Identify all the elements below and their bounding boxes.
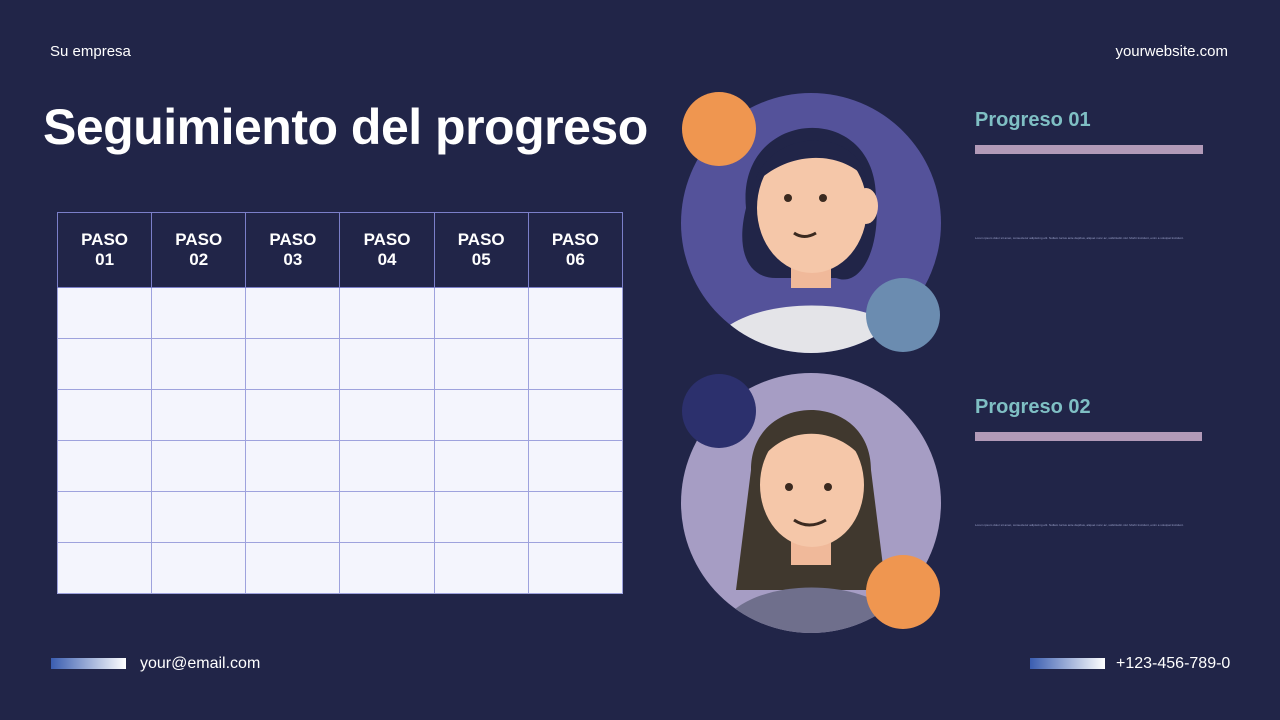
table-cell[interactable] [527,287,624,339]
table-cell[interactable] [151,542,247,594]
table-row [56,491,624,543]
table-row [56,542,624,594]
decor-circle [866,278,940,352]
progress-2-text: Lorem ipsum dolor sit amet, consectetur … [975,523,1184,527]
column-header-text: PASO [175,230,223,249]
table-cell[interactable] [245,542,341,594]
progress-table: PASO 01 PASO 02 PASO 03 PASO 04 PASO 05 PASO 06 [56,212,624,594]
column-header-text: PASO [457,230,505,249]
decor-circle [682,374,756,448]
table-row [56,338,624,390]
table-cell[interactable] [245,338,341,390]
column-header-text: 06 [565,250,585,269]
progress-2-bar [975,432,1202,441]
column-header-text: PASO [551,230,599,249]
progress-1-bar [975,145,1203,154]
table-cell[interactable] [151,287,247,339]
table-cell[interactable] [433,491,529,543]
column-header-text: 03 [283,250,303,269]
table-cell[interactable] [56,389,153,441]
table-cell[interactable] [56,542,153,594]
column-header: PASO 01 [56,212,153,288]
table-cell[interactable] [245,389,341,441]
footer-gradient-bar [1030,658,1105,669]
decor-circle [866,555,940,629]
table-cell[interactable] [433,338,529,390]
table-row [56,389,624,441]
progress-1-label: Progreso 01 [975,109,1091,131]
table-cell[interactable] [433,440,529,492]
column-header-text: PASO [81,230,129,249]
email-link[interactable]: your@email.com [140,655,261,672]
table-cell[interactable] [245,440,341,492]
table-row [56,287,624,339]
avatar-woman-2 [681,373,941,633]
table-cell[interactable] [151,491,247,543]
table-cell[interactable] [56,491,153,543]
column-header-text: PASO [269,230,317,249]
table-cell[interactable] [527,491,624,543]
table-cell[interactable] [245,287,341,339]
table-cell[interactable] [433,542,529,594]
column-header-text: 05 [471,250,491,269]
table-cell[interactable] [527,542,624,594]
table-cell[interactable] [527,389,624,441]
table-cell[interactable] [56,287,153,339]
table-cell[interactable] [151,440,247,492]
column-header: PASO 04 [339,212,435,288]
column-header-text: 02 [189,250,209,269]
table-cell[interactable] [433,389,529,441]
page-title: Seguimiento del progreso [43,99,648,155]
company-name: Su empresa [50,43,131,60]
table-cell[interactable] [339,440,435,492]
website-link[interactable]: yourwebsite.com [1115,43,1228,60]
progress-1-text: Lorem ipsum dolor sit amet, consectetur … [975,236,1184,240]
column-header-text: 01 [95,250,115,269]
progress-2-label: Progreso 02 [975,396,1091,418]
column-header-text: 04 [377,250,397,269]
table-cell[interactable] [56,440,153,492]
table-cell[interactable] [339,389,435,441]
column-header-text: PASO [363,230,411,249]
table-cell[interactable] [56,338,153,390]
table-cell[interactable] [433,287,529,339]
column-header: PASO 05 [433,212,529,288]
table-cell[interactable] [339,287,435,339]
column-header: PASO 03 [245,212,341,288]
table-cell[interactable] [339,338,435,390]
column-header: PASO 02 [151,212,247,288]
avatar-woman-1 [681,92,941,353]
table-cell[interactable] [339,491,435,543]
table-cell[interactable] [151,338,247,390]
decor-circle [682,92,756,166]
table-cell[interactable] [151,389,247,441]
footer-gradient-bar [51,658,126,669]
table-cell[interactable] [339,542,435,594]
phone-number: +123-456-789-0 [1116,655,1231,672]
table-cell[interactable] [245,491,341,543]
table-cell[interactable] [527,440,624,492]
column-header: PASO 06 [527,212,624,288]
table-cell[interactable] [527,338,624,390]
table-row [56,440,624,492]
